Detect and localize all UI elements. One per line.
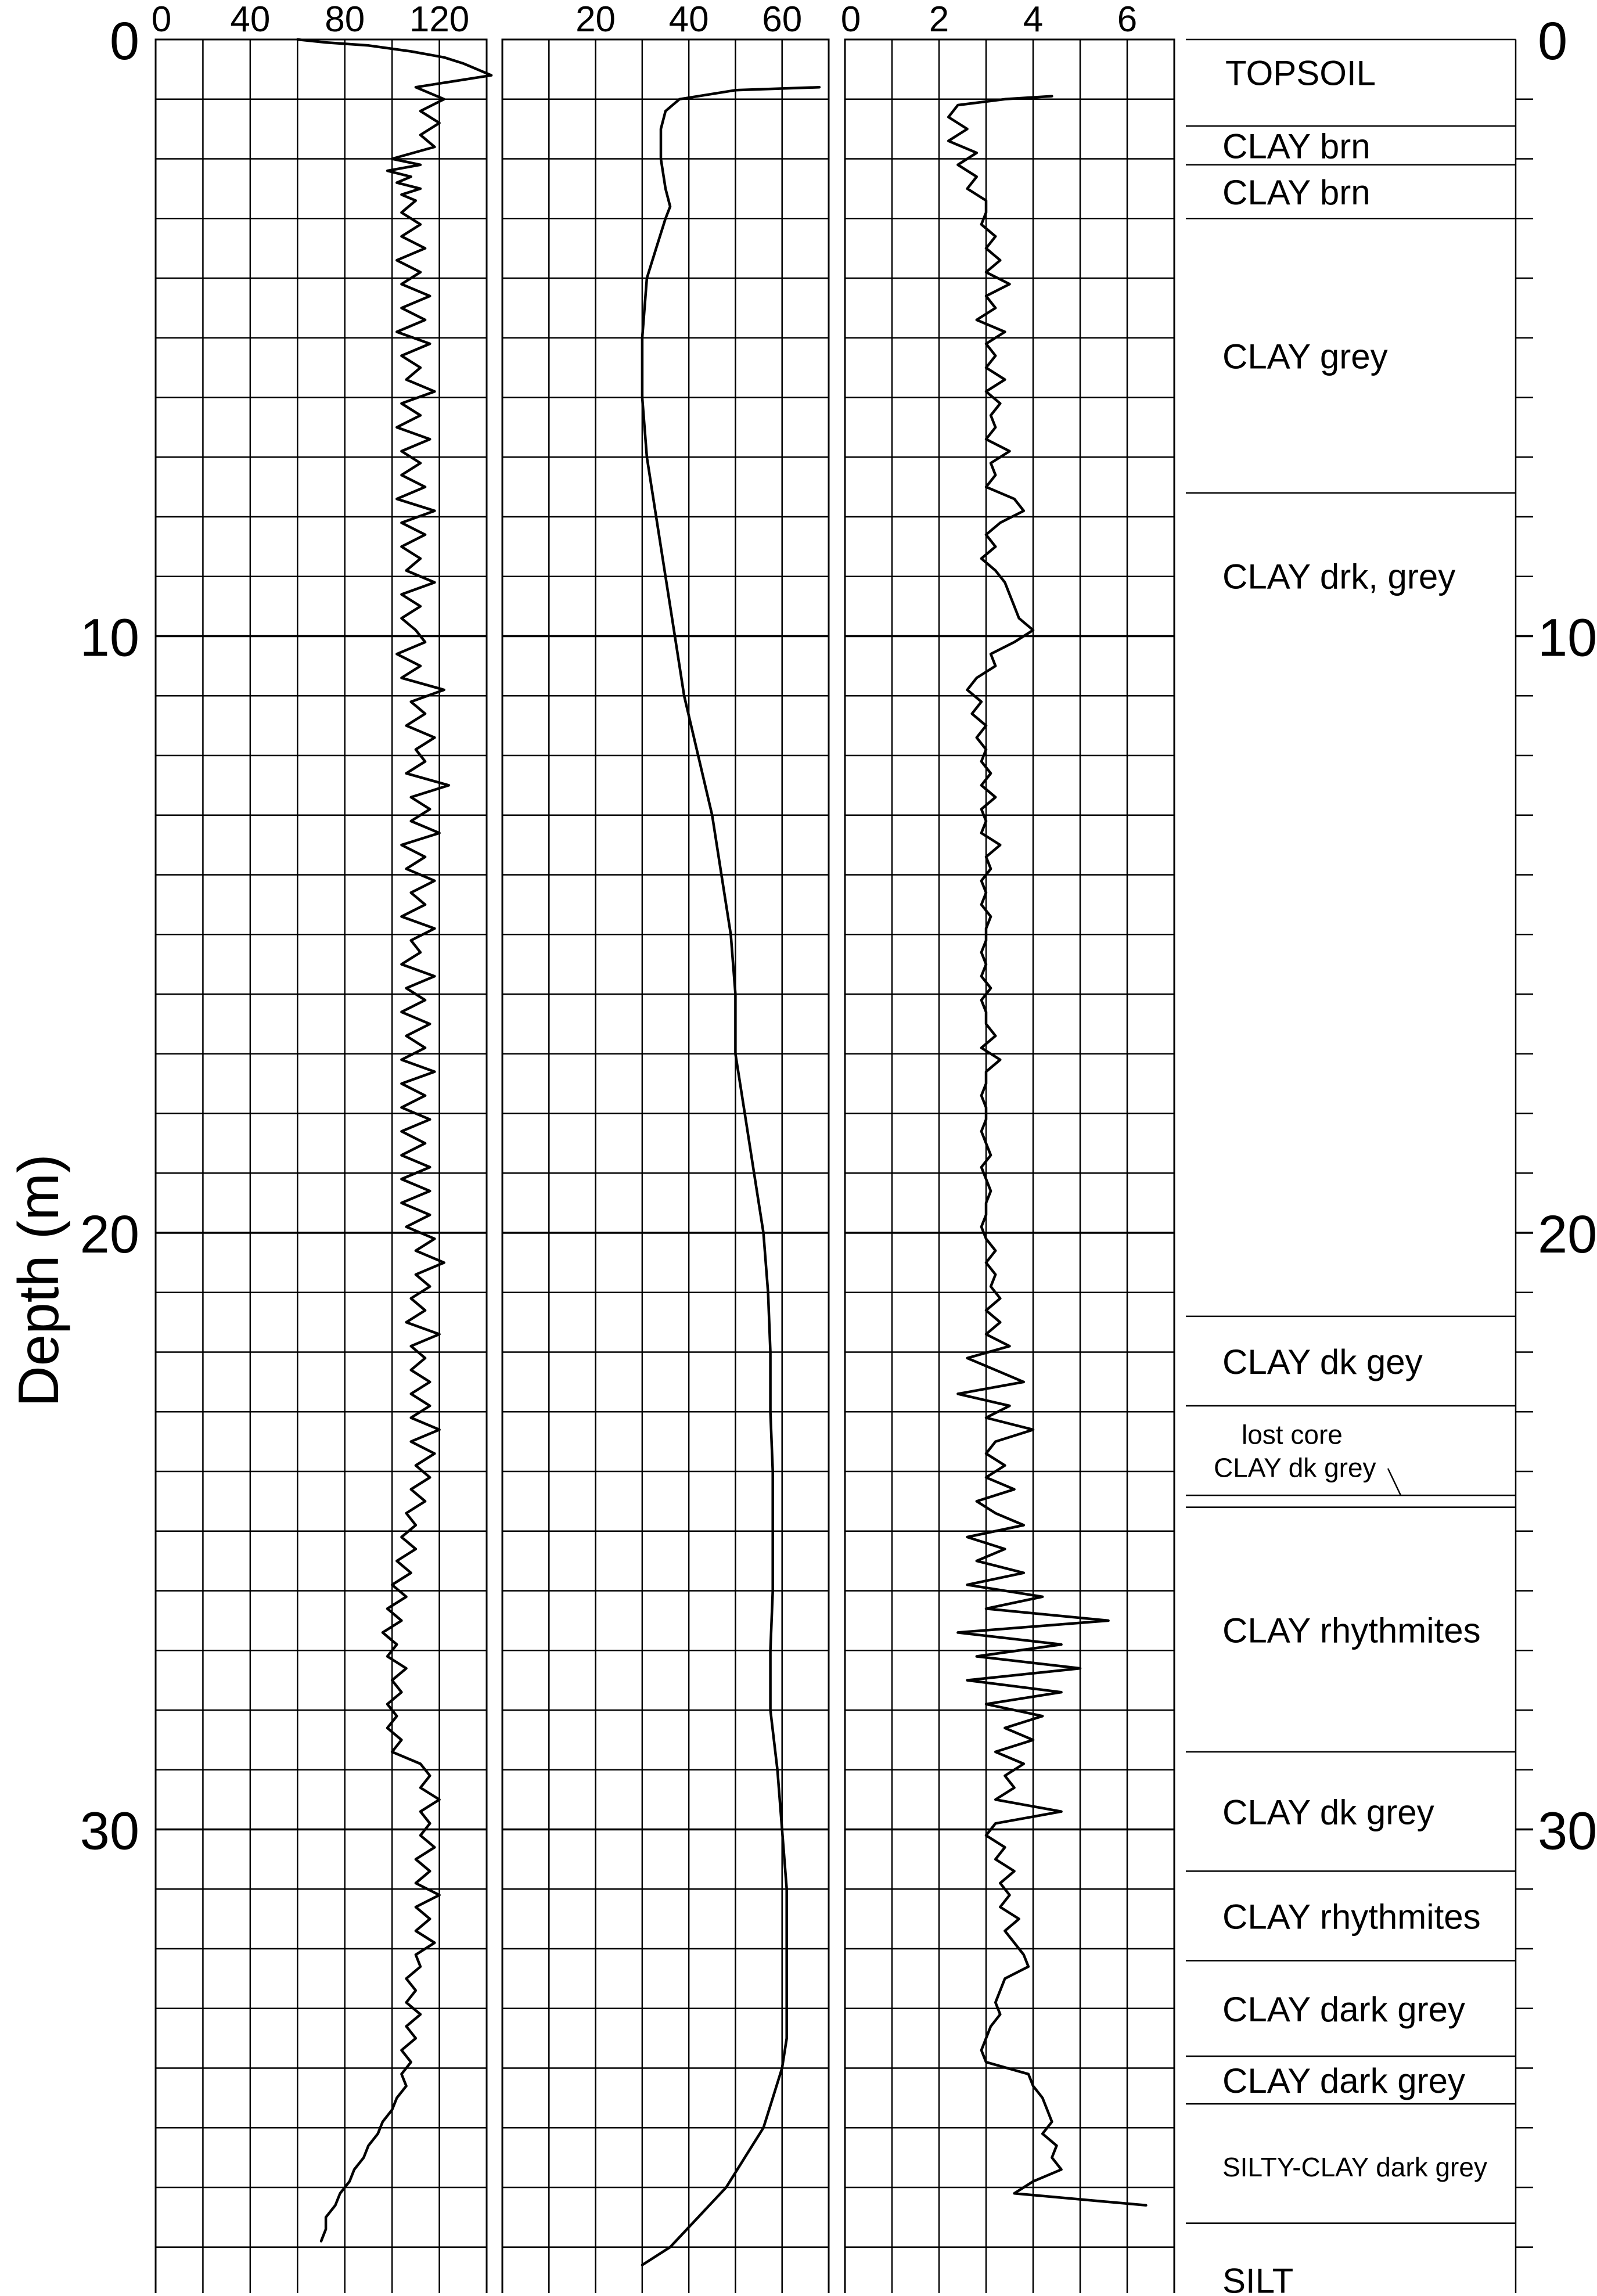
track-1-series-line (296, 38, 493, 2243)
depth-tick-label-right: 0 (1538, 12, 1567, 71)
track-2-x-tick-label: 40 (669, 0, 709, 39)
frame-layer (154, 38, 1175, 2296)
track-3-x-tick-label: 4 (1023, 0, 1043, 39)
track-3-x-tick-label: 6 (1117, 0, 1137, 39)
depth-tick-label-left: 10 (80, 609, 139, 668)
lithology-label: CLAY dk grey (1214, 1453, 1376, 1483)
lithology-label: SILT (1222, 2261, 1293, 2293)
trace-layer (296, 38, 1148, 2266)
lithology-label: CLAY brn (1222, 127, 1371, 165)
lithology-label: SILTY-CLAY dark grey (1222, 2152, 1487, 2182)
track-2-x-tick-label: 60 (762, 0, 802, 39)
depth-tick-label-right: 10 (1538, 609, 1597, 668)
track-1-frame (154, 38, 488, 2296)
lithology-label: CLAY dark grey (1222, 1990, 1465, 2029)
track-2-frame (501, 38, 830, 2296)
lithology-label: CLAY drk, grey (1222, 557, 1455, 596)
track-2-series-line (641, 85, 821, 2266)
track-1-x-tick-label: 80 (325, 0, 365, 39)
track-1-x-tick-label: 120 (409, 0, 469, 39)
lithology-label: CLAY dk grey (1222, 1793, 1434, 1832)
lithology-label: CLAY dk gey (1222, 1343, 1423, 1381)
track-3-x-tick-label: 2 (929, 0, 949, 39)
lithology-label: CLAY rhythmites (1222, 1897, 1481, 1936)
y-axis-title: Depth (m) (6, 1154, 70, 1407)
lithology-label: CLAY grey (1222, 337, 1388, 376)
track-1-x-tick-label: 40 (230, 0, 270, 39)
lithology-layer: TOPSOIL CLAY brn CLAY brn CLAY grey CLAY drk… (1186, 38, 1533, 2296)
track-3-frame (844, 38, 1175, 2296)
grid-layer (156, 39, 1174, 2296)
lithology-label: CLAY dark grey (1222, 2061, 1465, 2100)
depth-tick-label-left: 30 (80, 1802, 139, 1861)
track-3-series-line (947, 95, 1148, 2207)
depth-tick-label-left: 20 (80, 1205, 139, 1264)
track-1-x-tick-label: 0 (152, 0, 171, 39)
lithology-label: TOPSOIL (1225, 54, 1376, 93)
lithology-label: CLAY rhythmites (1222, 1611, 1481, 1650)
lithology-label: lost core (1242, 1419, 1343, 1449)
depth-tick-label-right: 20 (1538, 1205, 1597, 1264)
track-2-x-tick-label: 20 (576, 0, 616, 39)
depth-tick-label-right: 30 (1538, 1802, 1597, 1861)
depth-tick-label-left: 0 (110, 12, 139, 71)
lithology-label: CLAY brn (1222, 173, 1371, 212)
track-3-x-tick-label: 0 (841, 0, 861, 39)
lithology-leader-line (1387, 1468, 1402, 1496)
